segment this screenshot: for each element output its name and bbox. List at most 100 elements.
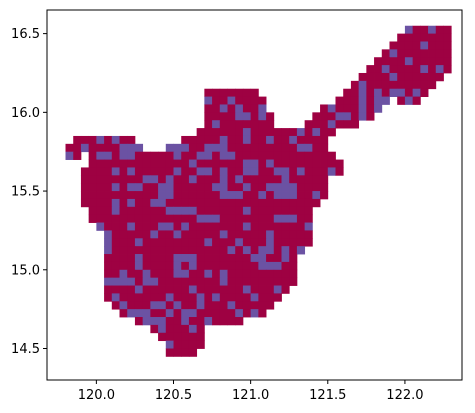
map-cell — [134, 191, 144, 200]
map-cell — [212, 301, 221, 310]
map-cell — [142, 238, 151, 247]
map-cell — [420, 72, 429, 82]
map-cell — [281, 151, 290, 160]
map-cell — [412, 25, 421, 35]
map-cell — [104, 175, 113, 184]
map-cell — [181, 285, 190, 294]
map-cell — [119, 183, 128, 192]
map-cell — [312, 128, 321, 137]
map-cell — [150, 214, 159, 223]
map-cell — [320, 143, 329, 153]
map-cell — [181, 332, 190, 342]
map-cell — [158, 254, 167, 263]
map-cell — [304, 238, 313, 247]
map-cell — [273, 183, 282, 192]
map-cell — [212, 128, 221, 137]
map-cell — [188, 143, 198, 153]
map-cell — [150, 198, 159, 208]
map-cell — [88, 167, 97, 176]
map-cell — [258, 222, 267, 231]
x-tick: 121.5 — [309, 380, 346, 403]
map-cell — [188, 309, 198, 318]
map-cell — [242, 151, 252, 160]
map-cell — [165, 214, 174, 223]
map-cell — [258, 112, 267, 121]
map-cell — [273, 254, 282, 263]
map-cell — [204, 120, 213, 129]
map-cell — [289, 230, 298, 239]
map-cell — [266, 277, 275, 286]
map-cell — [158, 317, 167, 326]
map-cell — [104, 191, 113, 200]
map-cell — [127, 254, 136, 263]
map-cell — [258, 246, 267, 255]
map-cell — [258, 198, 267, 208]
map-cell — [212, 183, 221, 192]
map-cell — [104, 206, 113, 216]
map-cell — [412, 80, 421, 90]
map-cell — [212, 317, 221, 326]
map-cell — [212, 230, 221, 239]
map-cell — [227, 159, 236, 168]
map-cell — [266, 261, 275, 271]
map-cell — [343, 120, 352, 129]
map-cell — [104, 254, 113, 263]
map-cell — [273, 151, 282, 160]
map-cell — [242, 112, 252, 121]
map-cell — [212, 261, 221, 271]
map-cell — [104, 143, 113, 153]
map-cell — [242, 198, 252, 208]
map-cell — [196, 254, 205, 263]
map-cell — [104, 222, 113, 231]
map-cell — [181, 151, 190, 160]
map-cell — [304, 128, 313, 137]
map-cell — [381, 96, 390, 105]
map-cell — [204, 293, 213, 302]
map-cell — [242, 293, 252, 302]
map-cell — [397, 41, 406, 50]
map-cell — [289, 135, 298, 145]
map-cell — [188, 238, 198, 247]
map-cell — [250, 261, 259, 271]
map-cell — [420, 65, 429, 74]
map-cell — [119, 285, 128, 294]
map-cell — [165, 206, 174, 216]
map-cell — [188, 269, 198, 279]
map-cell — [350, 104, 360, 113]
map-cell — [258, 230, 267, 239]
map-cell — [158, 238, 167, 247]
map-cell — [165, 348, 174, 357]
map-cell — [420, 41, 429, 50]
map-cell — [235, 120, 244, 129]
map-cell — [119, 301, 128, 310]
map-cell — [181, 206, 190, 216]
x-tick-label: 120.0 — [78, 388, 115, 403]
map-cell — [397, 33, 406, 42]
map-cell — [273, 198, 282, 208]
map-cell — [119, 261, 128, 271]
map-cell — [273, 277, 282, 286]
map-cell — [435, 72, 444, 82]
map-cell — [227, 246, 236, 255]
map-cell — [219, 293, 228, 302]
map-cell — [420, 57, 429, 66]
map-cell — [196, 293, 205, 302]
map-cell — [312, 198, 321, 208]
map-cell — [158, 301, 167, 310]
map-cell — [266, 112, 275, 121]
map-cell — [358, 80, 367, 90]
map-cell — [158, 332, 167, 342]
map-cell — [258, 206, 267, 216]
map-cell — [173, 151, 182, 160]
map-cell — [158, 151, 167, 160]
map-cell — [235, 112, 244, 121]
map-cell — [134, 293, 144, 302]
map-cell — [142, 151, 151, 160]
map-cell — [96, 151, 105, 160]
map-cell — [127, 183, 136, 192]
map-cell — [219, 254, 228, 263]
map-cell — [188, 246, 198, 255]
map-cell — [242, 301, 252, 310]
map-cell — [119, 222, 128, 231]
map-cell — [258, 159, 267, 168]
